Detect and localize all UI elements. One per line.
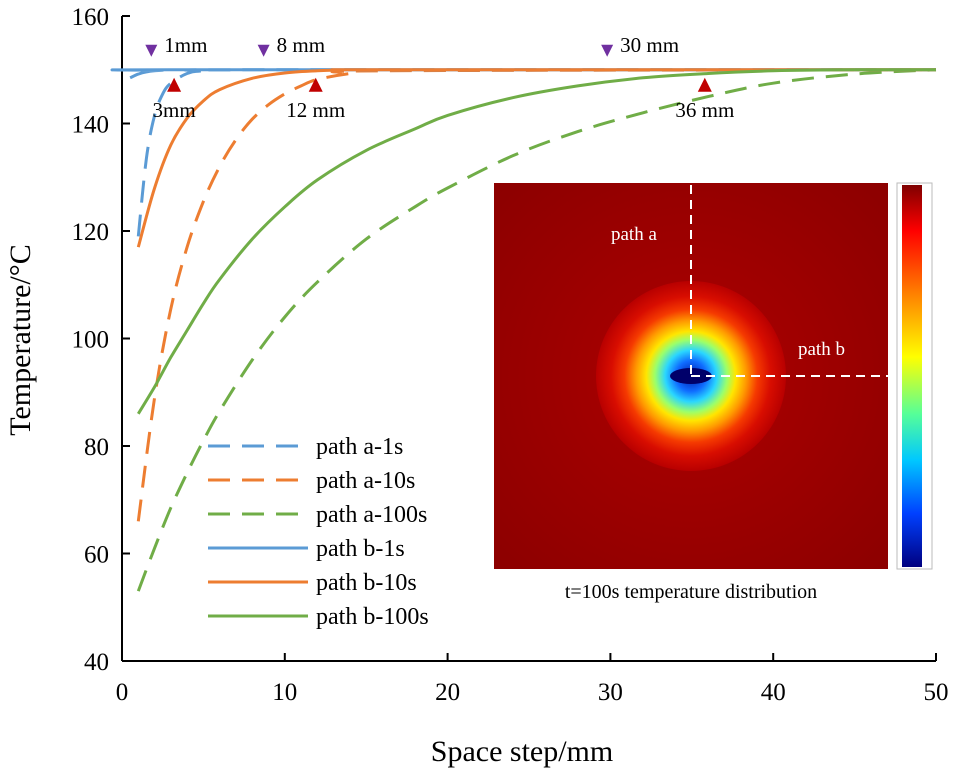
y-tick-label: 100	[72, 327, 110, 354]
legend-label: path b-10s	[316, 570, 417, 596]
x-tick-label: 30	[598, 679, 623, 706]
x-tick-label: 10	[272, 679, 297, 706]
series-line-path-b-100s	[137, 68, 937, 415]
annotation-label: 3mm	[153, 98, 196, 122]
inset-caption: t=100s temperature distribution	[565, 581, 817, 603]
annotation-label: 30 mm	[620, 33, 679, 57]
x-axis-title: Space step/mm	[431, 735, 613, 768]
marker-down-triangle	[145, 44, 158, 57]
annotation-label: 1mm	[164, 33, 207, 57]
y-axis-title: Temperature/°C	[4, 244, 37, 435]
series-line-path-b-10s	[136, 68, 936, 248]
annotation-label: 12 mm	[286, 98, 345, 122]
series-line-path-a-100s	[136, 68, 937, 592]
marker-up-triangle	[697, 77, 712, 92]
y-tick-label: 40	[84, 649, 109, 676]
legend-label: path a-100s	[316, 502, 427, 528]
path-a-label: path a	[611, 224, 657, 245]
x-tick-label: 0	[116, 679, 129, 706]
inset-temperature-map: path a path b t=100s temperature distrib…	[494, 182, 933, 603]
path-b-label: path b	[798, 339, 845, 360]
x-tick-label: 20	[435, 679, 460, 706]
y-tick-label: 120	[72, 219, 110, 246]
marker-down-triangle	[257, 44, 270, 57]
legend: path a-1s path a-10s path a-100s path b-1s p…	[208, 434, 429, 630]
marker-up-triangle	[167, 77, 182, 92]
y-tick-label: 80	[84, 434, 109, 461]
x-tick-label: 40	[761, 679, 786, 706]
legend-label: path a-10s	[316, 468, 415, 494]
inset-colorbar	[902, 185, 922, 567]
marker-up-triangle	[308, 77, 323, 92]
x-tick-label: 50	[924, 679, 949, 706]
y-tick-label: 160	[72, 4, 110, 31]
marker-down-triangle	[601, 44, 614, 57]
annotation-label: 8 mm	[277, 33, 325, 57]
y-tick-label: 60	[84, 542, 109, 569]
axes: 0 10 20 30 40 50 40 60 80 100 120 140 160 Space ste…	[4, 4, 949, 768]
annotation-label: 36 mm	[675, 98, 734, 122]
legend-label: path a-1s	[316, 434, 403, 460]
legend-label: path b-1s	[316, 536, 405, 562]
y-tick-label: 140	[72, 112, 110, 139]
legend-label: path b-100s	[316, 604, 429, 630]
